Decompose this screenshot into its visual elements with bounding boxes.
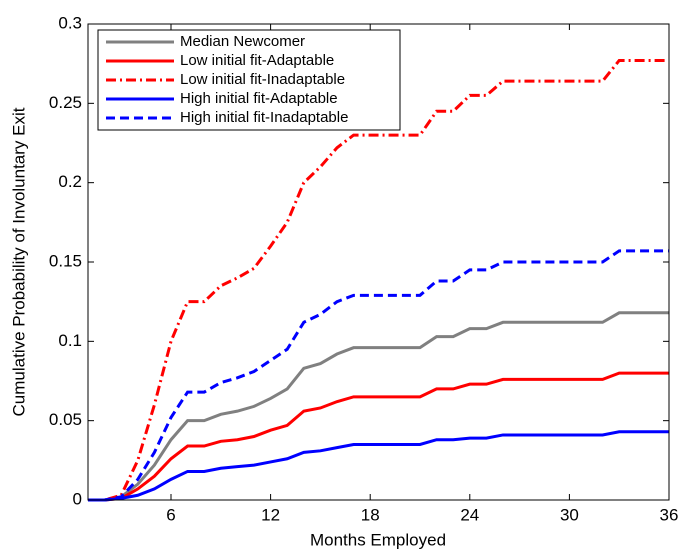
legend-label: High initial fit-Adaptable	[180, 90, 338, 107]
y-tick-label: 0.2	[58, 172, 82, 191]
legend-label: Median Newcomer	[180, 33, 305, 50]
x-tick-label: 24	[460, 505, 479, 524]
y-tick-label: 0.05	[49, 410, 82, 429]
legend-label: High initial fit-Inadaptable	[180, 109, 348, 126]
line	[88, 430, 669, 502]
legend-label: Low initial fit-Inadaptable	[180, 71, 345, 88]
y-tick-label: 0	[73, 489, 82, 508]
line	[88, 311, 669, 502]
y-tick-label: 0.15	[49, 251, 82, 270]
y-tick-label: 0.3	[58, 13, 82, 32]
y-tick-label: 0.1	[58, 331, 82, 350]
plot-frame	[87, 23, 670, 501]
legend-label: Low initial fit-Adaptable	[180, 52, 334, 69]
x-tick-label: 12	[261, 505, 280, 524]
x-axis-label: Months Employed	[310, 530, 446, 549]
y-axis-label: Cumulative Probability of Involuntary Ex…	[9, 107, 28, 416]
x-tick-label: 6	[166, 505, 175, 524]
legend: Median Newcomer Low initial fit-Adaptable…	[97, 29, 401, 131]
x-tick-label: 30	[560, 505, 579, 524]
line	[88, 371, 669, 502]
line	[88, 58, 669, 502]
line	[88, 249, 669, 502]
y-tick-label: 0.25	[49, 93, 82, 112]
x-tick-label: 36	[660, 505, 679, 524]
x-tick-label: 18	[361, 505, 380, 524]
